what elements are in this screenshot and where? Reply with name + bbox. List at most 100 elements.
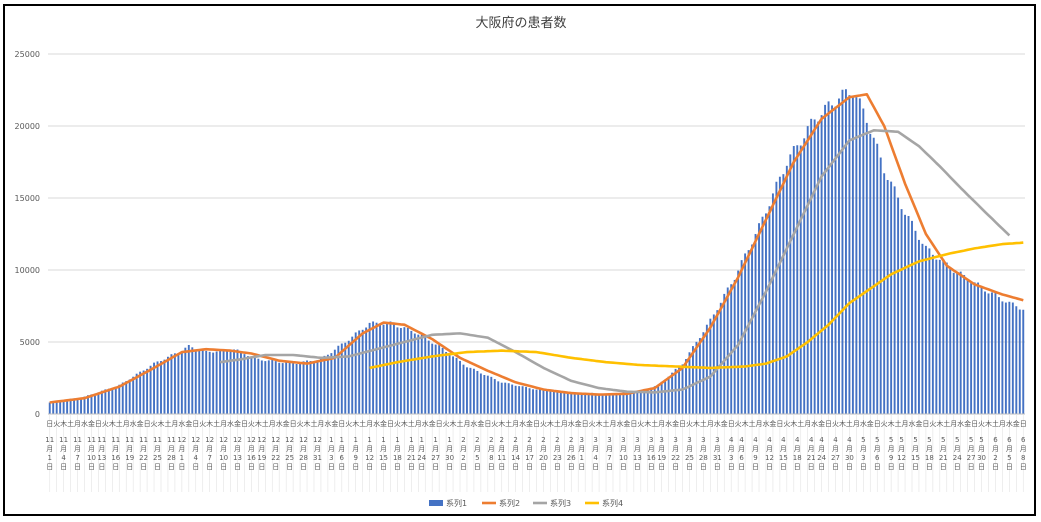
x-weekday-label: 木	[790, 419, 797, 428]
bar	[222, 349, 225, 414]
bar	[427, 340, 430, 414]
bar	[264, 361, 267, 414]
x-weekday-label: 日	[290, 420, 297, 428]
bar	[347, 340, 350, 414]
legend-label: 系列2	[499, 498, 520, 508]
bar	[431, 343, 434, 414]
bar	[556, 390, 559, 414]
bar	[1008, 301, 1011, 414]
bar	[114, 386, 117, 414]
x-tick-label: 1 月 12 日	[365, 436, 374, 471]
bar	[911, 220, 913, 414]
x-weekday-label: 日	[387, 420, 394, 428]
bar	[605, 393, 607, 414]
bar	[226, 350, 229, 414]
x-weekday-label: 金	[915, 419, 922, 428]
x-weekday-label: 月	[804, 420, 811, 428]
bar	[893, 186, 896, 414]
bar	[785, 165, 788, 414]
bar	[330, 353, 333, 414]
x-weekday-label: 月	[950, 420, 957, 428]
x-weekday-label: 水	[762, 419, 769, 428]
bar	[511, 384, 514, 414]
bar	[660, 381, 663, 414]
x-tick-label: 11 月 1 日	[45, 436, 54, 471]
x-tick-label: 4 月 24 日	[817, 436, 826, 471]
x-tick-label: 12 月 28 日	[299, 436, 308, 471]
bar	[883, 173, 886, 414]
bar	[636, 391, 639, 414]
bar	[719, 302, 722, 414]
y-tick-label: 25000	[15, 50, 40, 59]
line-series-3	[219, 129, 1011, 394]
x-tick-label: 5 月 24 日	[953, 436, 962, 471]
x-weekday-label: 月	[171, 420, 178, 428]
bar-series	[48, 89, 1025, 415]
x-weekday-label: 水	[616, 419, 623, 428]
bar	[671, 372, 674, 414]
x-weekday-label: 火	[53, 420, 60, 428]
bar	[260, 360, 263, 414]
bar	[118, 384, 121, 414]
x-tick-label: 12 月 19 日	[257, 436, 266, 471]
x-weekday-label: 火	[881, 420, 888, 428]
x-weekday-label: 火	[394, 420, 401, 428]
bar	[646, 388, 649, 414]
y-tick-label: 0	[35, 410, 40, 419]
bar	[361, 329, 364, 414]
bar	[813, 119, 816, 414]
x-weekday-label: 火	[637, 420, 644, 428]
x-tick-label: 4 月 27 日	[831, 436, 840, 471]
bar	[333, 349, 336, 414]
x-weekday-label: 水	[81, 419, 88, 428]
bar	[219, 349, 222, 414]
x-tick-label: 5 月 18 日	[925, 436, 934, 471]
x-tick-label: 1 月 15 日	[379, 436, 388, 471]
x-weekday-label: 火	[297, 420, 304, 428]
bar	[806, 126, 809, 414]
x-weekday-label: 日	[630, 420, 637, 428]
x-weekday-label: 土	[116, 419, 123, 428]
bar	[455, 357, 458, 414]
bar	[792, 146, 795, 414]
bar	[514, 385, 517, 414]
bar	[890, 181, 893, 414]
x-weekday-label: 金	[137, 419, 144, 428]
bar	[490, 376, 493, 414]
x-tick-label: 12 月 13 日	[233, 436, 242, 471]
x-weekday-label: 土	[797, 419, 804, 428]
bar	[1011, 302, 1014, 414]
x-weekday-label: 金	[1013, 419, 1020, 428]
bar	[841, 89, 844, 414]
bar	[817, 121, 820, 414]
bar	[52, 401, 55, 414]
x-weekday-label: 日	[874, 420, 881, 428]
bar	[281, 363, 284, 414]
bar	[935, 259, 938, 414]
bar	[299, 363, 302, 414]
bar	[344, 342, 347, 414]
bar	[187, 344, 190, 414]
x-weekday-label: 木	[888, 419, 895, 428]
bar	[504, 382, 507, 414]
bar	[313, 361, 315, 414]
bar	[712, 314, 715, 414]
x-weekday-label: 日	[338, 420, 345, 428]
x-tick-label: 3 月 16 日	[647, 436, 656, 471]
x-tick-label: 11 月 10 日	[87, 436, 96, 471]
x-weekday-label: 火	[151, 420, 158, 428]
x-weekday-label: 木	[109, 419, 116, 428]
bar	[208, 351, 211, 414]
bar	[292, 363, 295, 414]
bar	[323, 355, 326, 414]
x-weekday-label: 金	[477, 419, 484, 428]
legend-label: 系列1	[446, 498, 467, 508]
bar	[587, 392, 590, 414]
bar	[667, 376, 670, 414]
bar	[160, 361, 162, 414]
bar	[445, 352, 448, 414]
